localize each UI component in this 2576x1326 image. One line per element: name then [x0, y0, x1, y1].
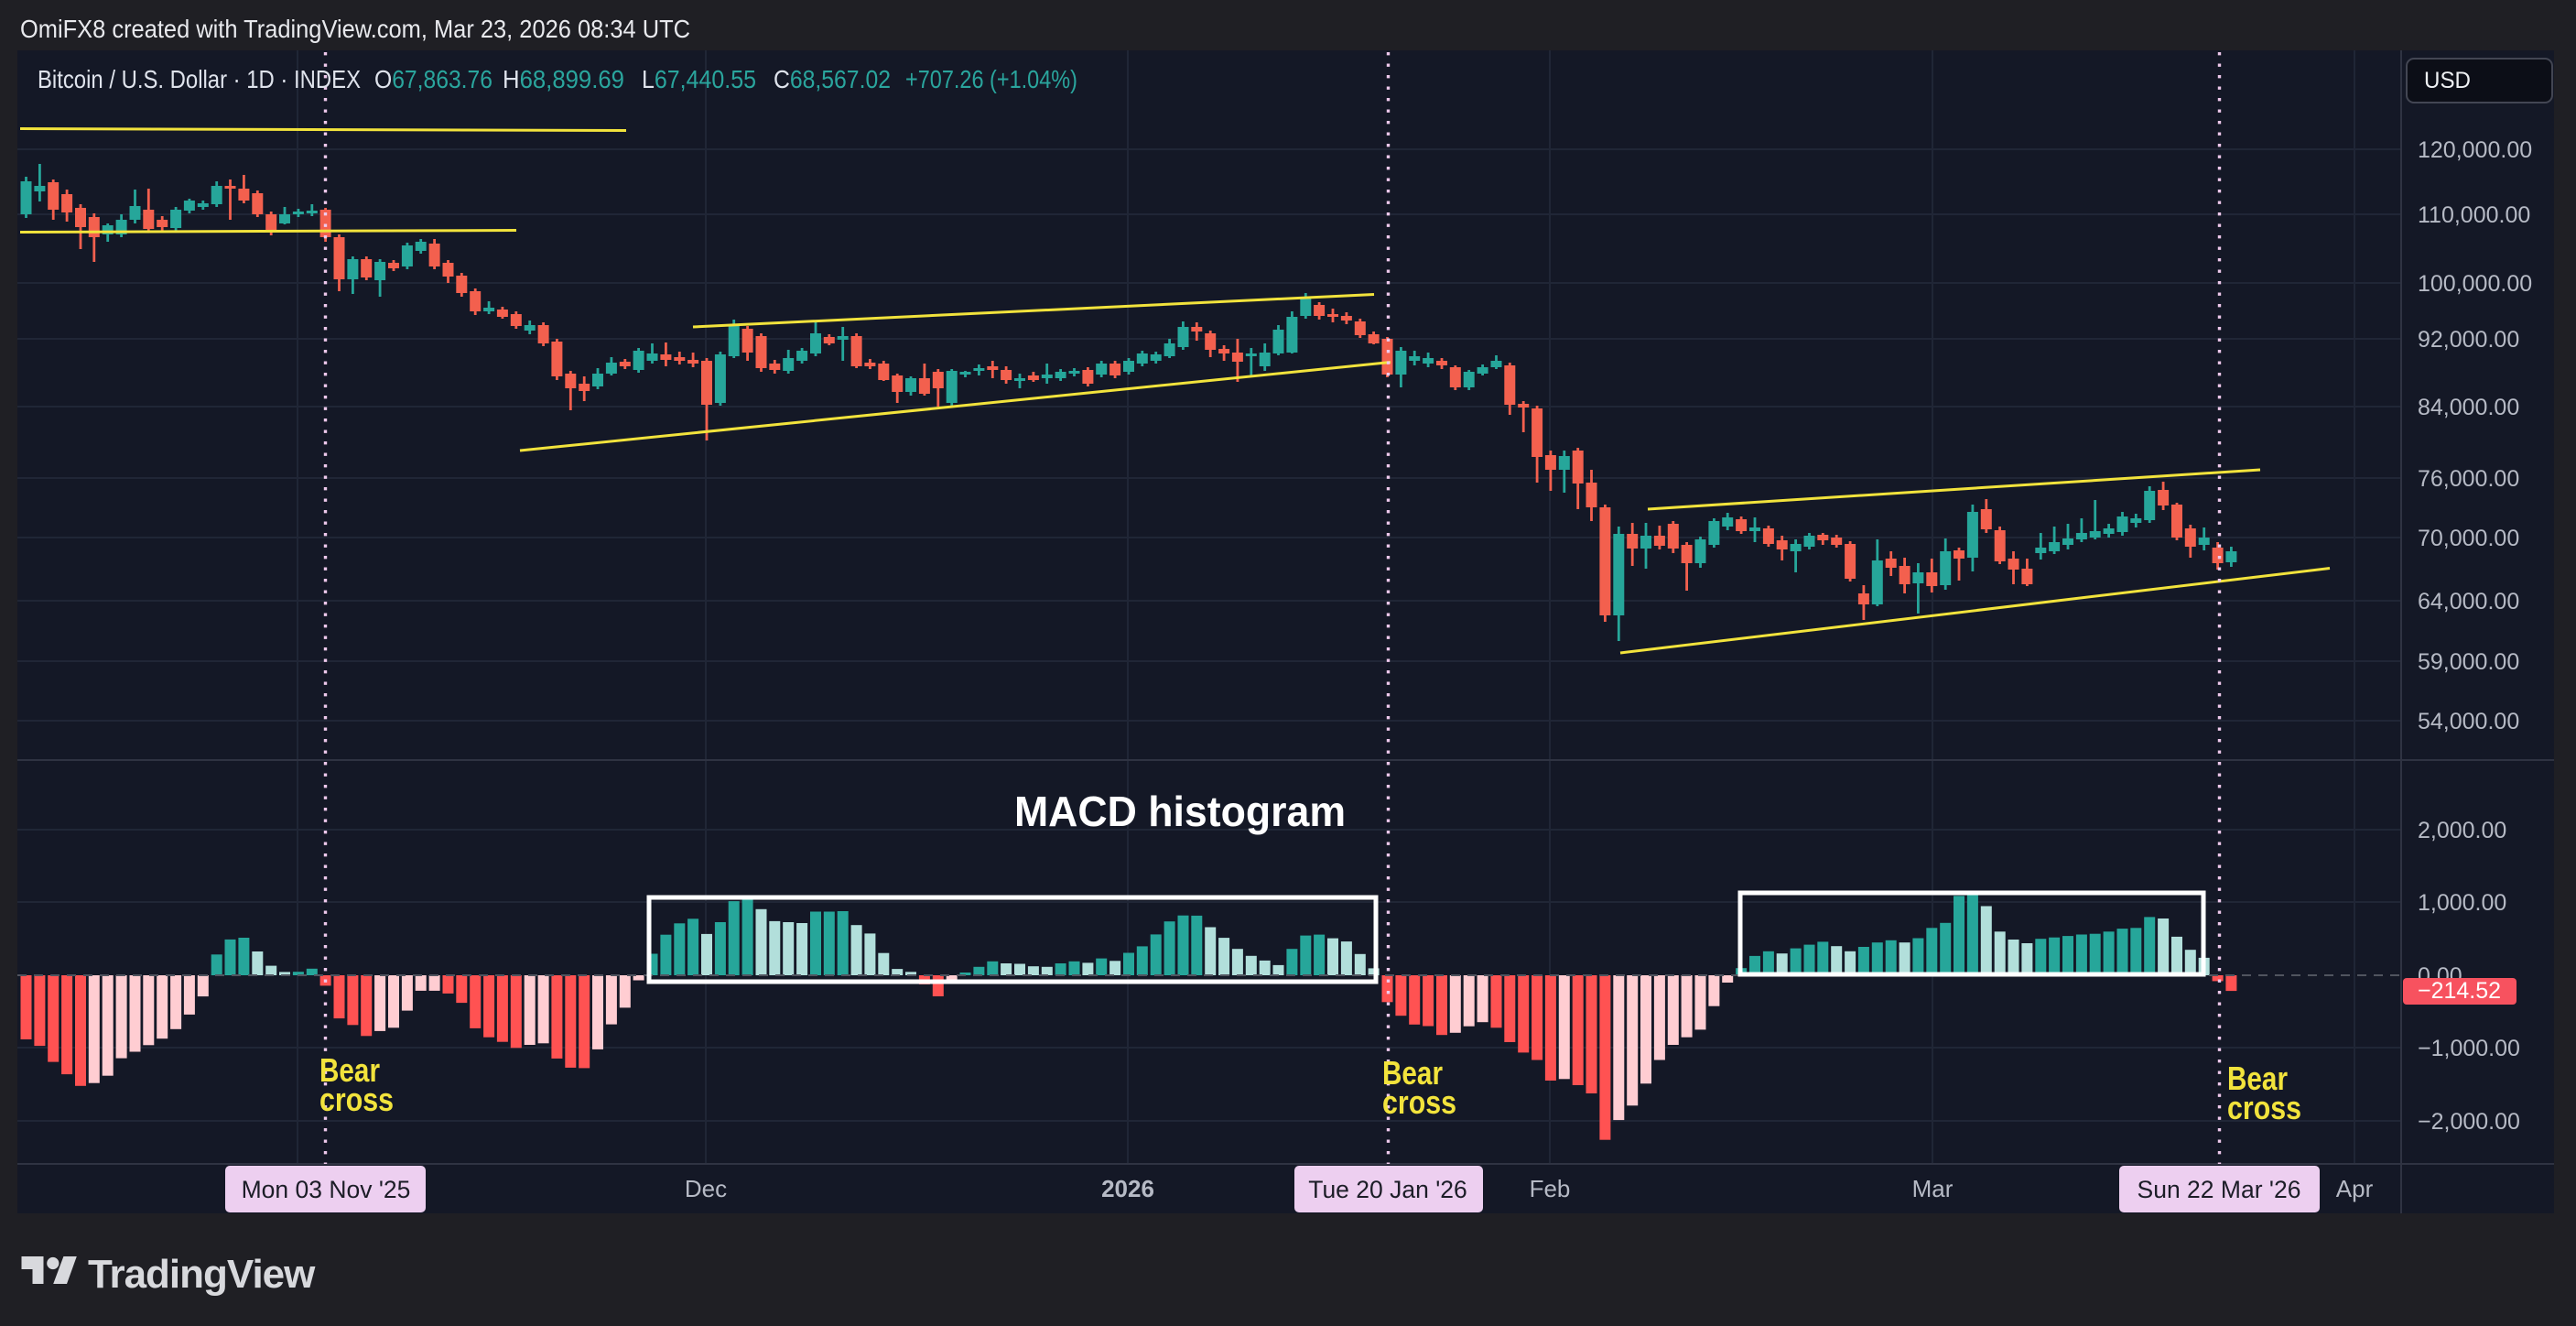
svg-text:MACD histogram: MACD histogram: [1014, 788, 1346, 835]
svg-text:cross: cross: [1382, 1083, 1456, 1121]
svg-text:−1,000.00: −1,000.00: [2418, 1036, 2520, 1061]
svg-text:70,000.00: 70,000.00: [2418, 526, 2519, 551]
svg-text:Bear: Bear: [2227, 1060, 2288, 1097]
svg-text:cross: cross: [2227, 1089, 2301, 1126]
svg-text:OmiFX8 created with TradingVie: OmiFX8 created with TradingView.com, Mar…: [20, 15, 690, 43]
svg-text:1,000.00: 1,000.00: [2418, 890, 2506, 916]
svg-text:TradingView: TradingView: [88, 1252, 316, 1297]
svg-text:O67,863.76: O67,863.76: [374, 65, 492, 93]
svg-text:76,000.00: 76,000.00: [2418, 466, 2519, 492]
svg-text:2026: 2026: [1101, 1175, 1154, 1202]
svg-text:Bear: Bear: [319, 1051, 380, 1089]
svg-text:Mar: Mar: [1912, 1175, 1954, 1202]
svg-text:H68,899.69: H68,899.69: [503, 65, 624, 93]
svg-text:2,000.00: 2,000.00: [2418, 818, 2506, 843]
svg-text:Tue 20 Jan '26: Tue 20 Jan '26: [1308, 1176, 1467, 1203]
svg-text:54,000.00: 54,000.00: [2418, 709, 2519, 734]
svg-text:USD: USD: [2424, 68, 2471, 93]
svg-text:120,000.00: 120,000.00: [2418, 137, 2532, 163]
svg-text:cross: cross: [319, 1081, 394, 1118]
svg-text:Mon 03 Nov '25: Mon 03 Nov '25: [242, 1176, 411, 1203]
svg-text:Sun 22 Mar '26: Sun 22 Mar '26: [2138, 1176, 2301, 1203]
svg-text:84,000.00: 84,000.00: [2418, 395, 2519, 420]
svg-text:Dec: Dec: [685, 1175, 727, 1202]
svg-text:110,000.00: 110,000.00: [2418, 202, 2530, 228]
svg-text:Feb: Feb: [1530, 1175, 1571, 1202]
svg-text:92,000.00: 92,000.00: [2418, 327, 2519, 353]
svg-text:100,000.00: 100,000.00: [2418, 271, 2532, 297]
svg-text:−214.52: −214.52: [2418, 978, 2501, 1004]
svg-text:64,000.00: 64,000.00: [2418, 589, 2519, 614]
svg-text:59,000.00: 59,000.00: [2418, 649, 2519, 675]
svg-text:Bitcoin / U.S. Dollar · 1D · I: Bitcoin / U.S. Dollar · 1D · INDEX: [38, 65, 361, 93]
svg-text:Apr: Apr: [2336, 1175, 2374, 1202]
svg-text:C68,567.02: C68,567.02: [774, 65, 891, 93]
svg-text:Bear: Bear: [1382, 1054, 1443, 1092]
svg-text:−2,000.00: −2,000.00: [2418, 1109, 2520, 1135]
svg-text:+707.26 (+1.04%): +707.26 (+1.04%): [905, 65, 1077, 93]
svg-text:L67,440.55: L67,440.55: [642, 65, 756, 93]
